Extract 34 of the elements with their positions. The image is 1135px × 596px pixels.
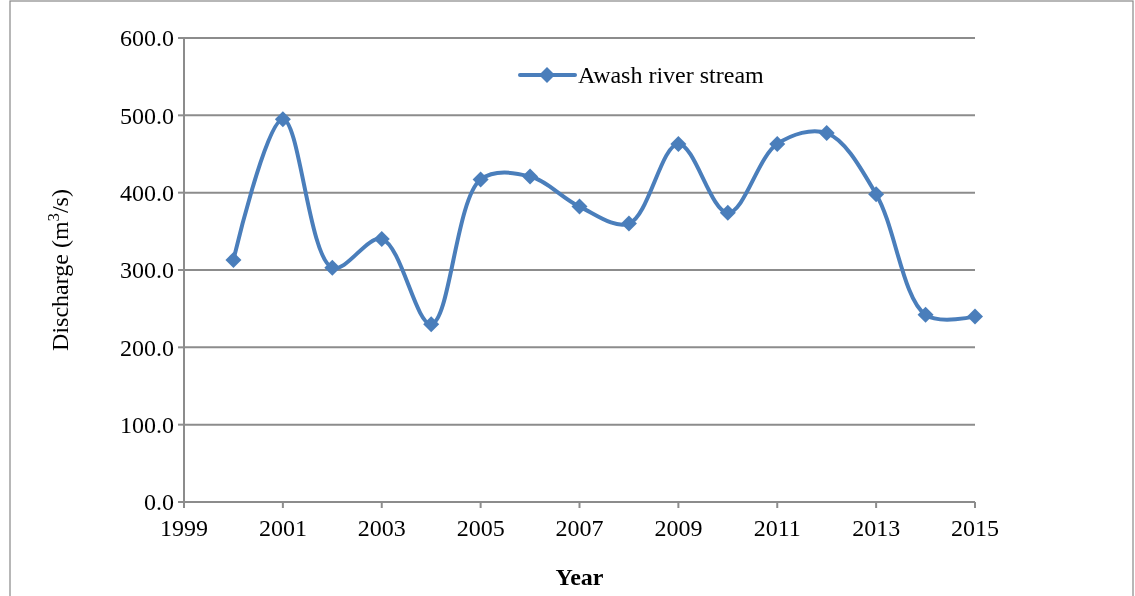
x-axis-title: Year [555,564,604,590]
point [769,135,786,152]
point [719,204,736,221]
point [868,186,885,203]
x-tick-label: 2007 [555,515,604,541]
x-tick-label: 2013 [852,515,901,541]
y-tick-label: 500.0 [120,102,174,129]
point [620,215,637,232]
x-tick-label: 2011 [753,515,801,541]
x-tick-label: 2005 [456,515,505,541]
legend-label: Awash river stream [578,62,765,89]
point [324,259,341,276]
point [225,251,242,268]
x-tick-label: 2003 [357,515,406,541]
x-tick-label: 2015 [951,515,999,541]
point [571,198,588,215]
point [423,316,440,333]
point [818,125,835,142]
point [274,111,291,128]
y-tick-label: 400.0 [120,180,174,207]
point [373,231,390,248]
point [917,306,934,323]
x-tick-label: 2001 [258,515,307,541]
point [522,168,539,185]
point [967,308,983,325]
point [472,171,489,188]
y-tick-label: 600.0 [120,25,174,52]
x-tick-label: 2009 [654,515,703,541]
x-tick-label: 1999 [160,515,208,541]
y-tick-label: 100.0 [120,412,174,439]
point [670,135,687,152]
y-tick-label: 300.0 [120,257,174,284]
y-tick-label: 200.0 [120,334,174,361]
y-tick-label: 0.0 [144,489,174,516]
